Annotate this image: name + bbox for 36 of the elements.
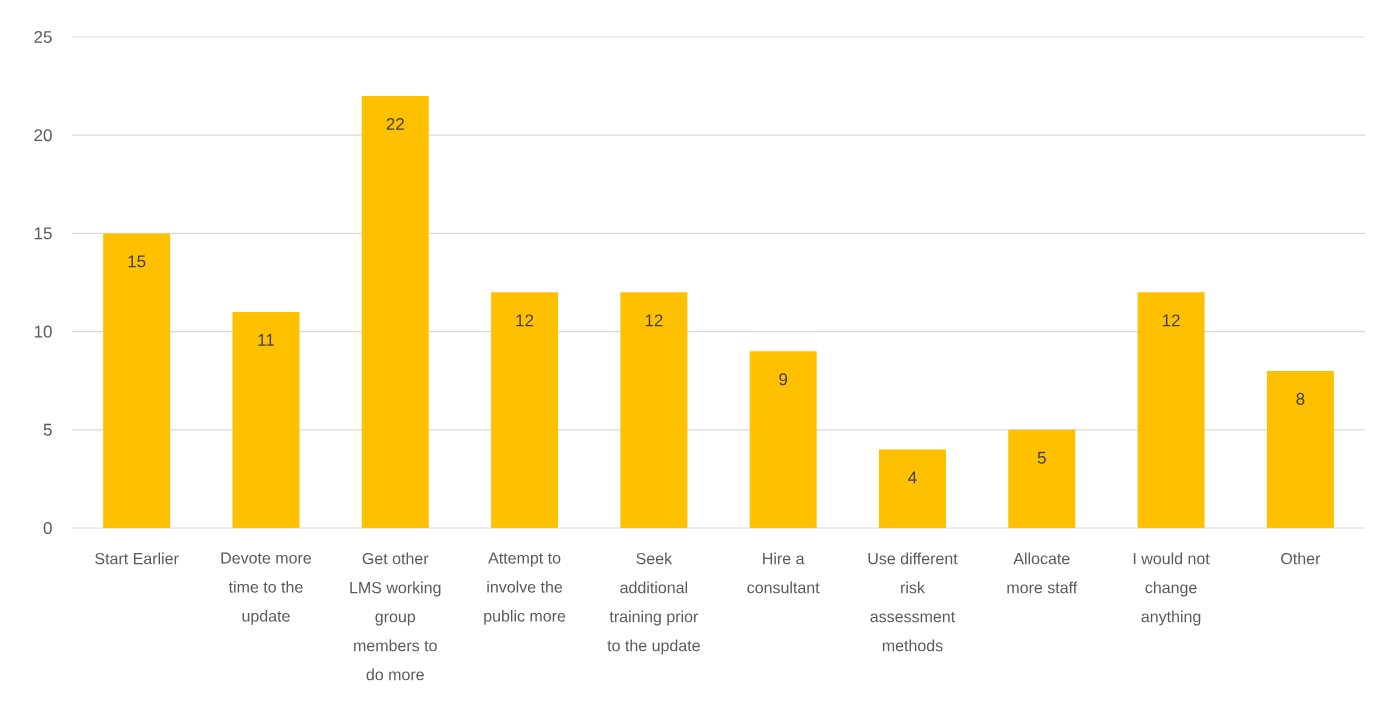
- x-tick-label: Seek additional training prior to the update: [607, 552, 700, 655]
- bar: [361, 95, 429, 528]
- data-label: 12: [1162, 314, 1180, 327]
- data-label: 15: [128, 255, 146, 268]
- bar: [749, 351, 817, 528]
- x-tick-label: I would not change anything: [1133, 552, 1210, 626]
- x-tick-label: Other: [1281, 552, 1321, 565]
- data-label: 12: [645, 314, 663, 327]
- data-label: 22: [386, 117, 404, 130]
- data-label: 12: [516, 314, 534, 327]
- x-tick-label: Start Earlier: [95, 552, 179, 565]
- y-tick-label: 15: [34, 227, 52, 240]
- bar: [620, 292, 688, 528]
- x-tick-label: Allocate more staff: [1007, 552, 1078, 594]
- y-tick-label: 0: [43, 521, 52, 535]
- bar: [491, 292, 559, 528]
- y-tick-label: 20: [34, 129, 52, 142]
- x-tick-label: Hire a consultant: [747, 552, 820, 594]
- bar: [232, 311, 300, 528]
- bar: [1008, 429, 1076, 528]
- bar: [103, 233, 171, 528]
- y-tick-label: 5: [43, 423, 52, 436]
- data-label: 5: [1037, 451, 1046, 464]
- x-tick-label: Devote more time to the update: [221, 552, 312, 625]
- bar: [1266, 370, 1334, 528]
- data-label: 9: [779, 373, 788, 386]
- x-tick-label: Use different risk assessment methods: [868, 552, 958, 652]
- bar: [878, 449, 946, 528]
- y-tick-label: 10: [34, 325, 52, 338]
- data-label: 11: [258, 334, 274, 346]
- x-tick-label: Get other LMS working group members to do more: [350, 552, 441, 681]
- x-tick-label: Attempt to involve the public more: [484, 552, 566, 625]
- y-tick-label: 25: [34, 30, 52, 44]
- data-label: 8: [1296, 392, 1305, 405]
- bar: [1137, 292, 1205, 528]
- data-label: 4: [908, 471, 917, 484]
